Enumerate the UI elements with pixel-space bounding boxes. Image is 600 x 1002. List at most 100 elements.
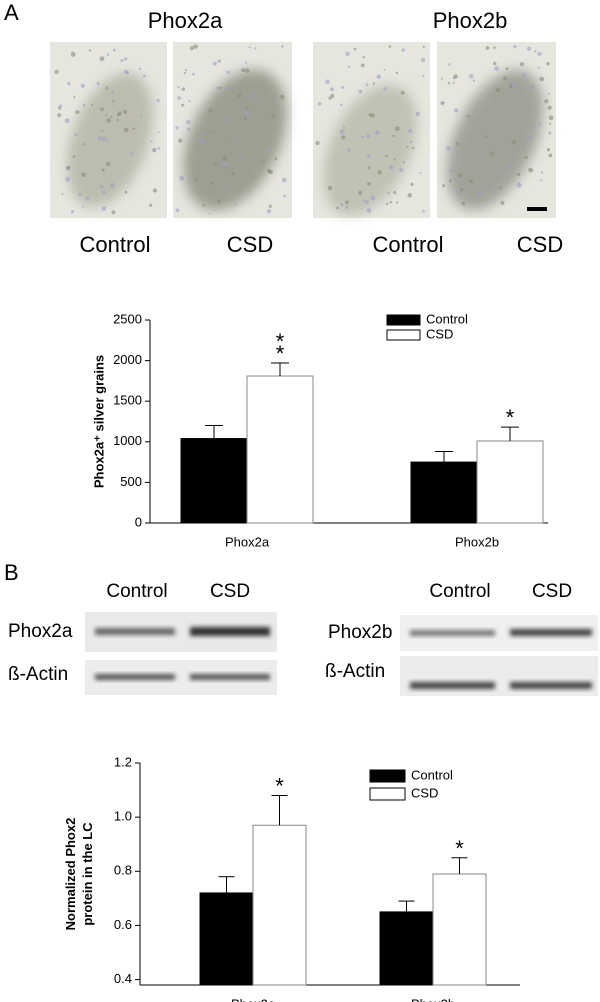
cell (111, 210, 116, 215)
cell (116, 118, 119, 122)
cell (386, 202, 389, 205)
cell (388, 164, 394, 170)
cell (150, 140, 153, 143)
cell (539, 76, 545, 82)
cell (360, 63, 365, 68)
cell (362, 56, 366, 59)
cell (245, 106, 249, 110)
cell (340, 203, 344, 207)
cell (420, 57, 426, 63)
cell (101, 136, 107, 142)
row-label: ß-Actin (325, 661, 385, 682)
cell (447, 82, 451, 85)
cell (502, 76, 508, 81)
cell (345, 200, 349, 205)
x-tick-label: Phox2a (231, 996, 276, 1002)
cell (484, 134, 488, 138)
cell (527, 135, 533, 141)
y-axis-label: Phox2a⁺ silver grains (91, 355, 106, 488)
x-tick-label: Phox2b (411, 996, 455, 1002)
cell (409, 140, 413, 144)
cell (500, 200, 505, 205)
cell (510, 81, 516, 87)
cell (280, 44, 284, 48)
cell (88, 49, 92, 52)
cell (193, 44, 198, 49)
image-caption: CSD (517, 232, 563, 257)
cell (461, 201, 466, 206)
cell (96, 81, 100, 86)
band (95, 628, 175, 635)
cell (339, 129, 345, 135)
cell (493, 46, 496, 49)
significance: ** (276, 329, 285, 366)
cell (75, 110, 80, 115)
cell (358, 190, 363, 195)
cell (407, 193, 412, 198)
stain (67, 72, 153, 208)
cell (237, 140, 240, 143)
legend-swatch (369, 787, 406, 801)
cell (516, 172, 521, 177)
cell (383, 87, 387, 91)
y-tick-label: 0.8 (114, 863, 132, 878)
cell (330, 93, 335, 98)
cell (73, 96, 76, 99)
cell (226, 86, 231, 91)
cell (234, 203, 237, 206)
cell (448, 63, 451, 66)
legend-label: CSD (411, 785, 438, 800)
cell (406, 145, 409, 148)
cell (457, 145, 460, 148)
bar (476, 440, 544, 524)
cell (209, 181, 214, 185)
cell (117, 111, 122, 116)
cell (186, 120, 191, 125)
cell (341, 135, 346, 140)
bar (432, 873, 487, 986)
cell (175, 208, 180, 213)
cell (548, 122, 551, 125)
cell (245, 110, 250, 115)
cell (281, 177, 287, 183)
cell (112, 48, 116, 52)
cell (71, 51, 74, 54)
cell (495, 87, 501, 93)
cell (271, 114, 275, 118)
cell (548, 115, 554, 121)
cell (477, 191, 482, 197)
cell (72, 155, 76, 158)
cell (347, 65, 351, 68)
cell (367, 166, 371, 170)
cell (212, 130, 215, 133)
bar (199, 892, 254, 986)
cell (392, 134, 395, 138)
cell (120, 58, 124, 63)
legend-label: Control (411, 767, 453, 782)
band (410, 682, 495, 689)
cell (372, 82, 375, 85)
cell (415, 111, 421, 117)
cell (268, 204, 272, 208)
cell (377, 169, 383, 175)
stain (323, 84, 417, 216)
cell (157, 146, 161, 150)
cell (422, 209, 425, 213)
cell (546, 61, 550, 66)
cell (61, 192, 64, 196)
cell (152, 188, 158, 193)
cell (267, 169, 272, 174)
image-caption: Control (373, 232, 444, 257)
cell (82, 205, 85, 208)
cell (340, 103, 343, 107)
cell (361, 135, 364, 139)
cell (110, 115, 113, 119)
bar (379, 911, 434, 986)
cell (132, 127, 136, 131)
cell (315, 140, 320, 146)
cell (218, 86, 222, 90)
cell (367, 181, 371, 186)
y-tick-label: 0.4 (114, 971, 132, 986)
cell (511, 139, 517, 145)
cell (208, 212, 211, 215)
